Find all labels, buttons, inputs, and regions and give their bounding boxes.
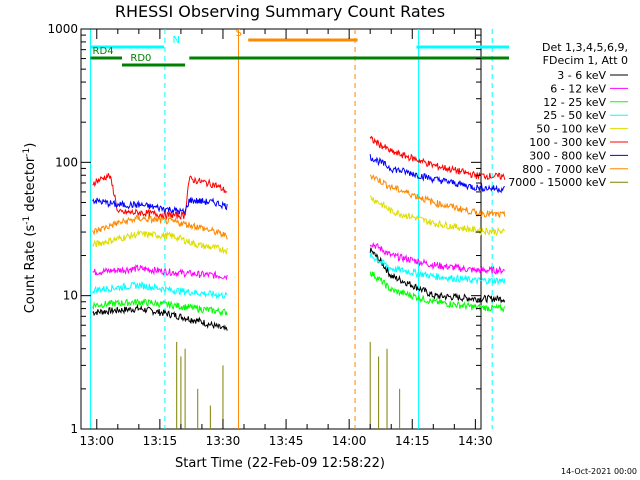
series-line-5-1 <box>369 135 506 181</box>
footer-date: 14-Oct-2021 00:00 <box>561 467 637 476</box>
x-axis-label: Start Time (22-Feb-09 12:58:22) <box>175 456 385 471</box>
series-line-1-0 <box>92 264 228 281</box>
legend-label-3: 25 - 50 keV <box>543 109 606 122</box>
x-tick-label-6: 14:30 <box>458 434 493 448</box>
legend-header-line-2: FDecim 1, Att 0 <box>543 54 628 67</box>
series-line-6-1 <box>369 154 505 194</box>
x-tick-label-1: 13:15 <box>143 434 178 448</box>
series-line-1-1 <box>369 241 506 275</box>
series-lines <box>92 135 506 429</box>
series-line-3-1 <box>369 252 506 286</box>
y-tick-label-2: 100 <box>55 155 78 169</box>
flag-label-3: RD0 <box>130 53 151 64</box>
series-line-5-0 <box>92 173 228 220</box>
chart-title: RHESSI Observing Summary Count Rates <box>115 2 445 21</box>
legend-header-line-1: Det 1,3,4,5,6,9, <box>542 41 628 54</box>
legend-label-1: 6 - 12 keV <box>550 82 606 95</box>
series-line-7-0 <box>92 214 228 240</box>
flag-label-0: N <box>172 35 179 46</box>
flag-label-2: S <box>236 28 242 39</box>
series-line-2-1 <box>369 271 506 313</box>
y-tick-label-3: 1000 <box>47 22 78 36</box>
legend-label-0: 3 - 6 keV <box>557 69 606 82</box>
legend-label-8: 7000 - 15000 keV <box>508 176 606 189</box>
series-line-4-0 <box>92 229 228 255</box>
x-tick-label-4: 14:00 <box>332 434 367 448</box>
y-axis-label: Count Rate (s-1 detector-1) <box>22 143 38 314</box>
series-line-0-1 <box>369 247 506 304</box>
series-line-6-0 <box>92 196 228 215</box>
series-line-7-1 <box>369 174 506 219</box>
x-tick-label-5: 14:15 <box>395 434 430 448</box>
x-tick-label-0: 13:00 <box>79 434 114 448</box>
y-tick-label-0: 1 <box>70 422 78 436</box>
legend-label-6: 300 - 800 keV <box>529 149 606 162</box>
legend-label-7: 800 - 7000 keV <box>522 163 606 176</box>
x-tick-label-2: 13:30 <box>206 434 241 448</box>
series-line-4-1 <box>369 195 505 237</box>
legend-label-2: 12 - 25 keV <box>543 96 606 109</box>
flag-label-4: RD4 <box>93 46 114 57</box>
legend-label-4: 50 - 100 keV <box>536 123 606 136</box>
x-axis: 13:00 13:15 13:30 13:45 14:00 14:15 14:30 <box>79 29 493 448</box>
series-line-3-0 <box>92 281 228 300</box>
series-line-2-0 <box>92 298 228 316</box>
flag-bars: N S RD0 RD4 <box>90 28 510 67</box>
legend-label-5: 100 - 300 keV <box>529 136 606 149</box>
vertical-markers <box>89 29 493 429</box>
plot-frame <box>80 28 482 430</box>
series-line-0-0 <box>92 303 228 331</box>
y-tick-label-1: 10 <box>63 289 78 303</box>
x-tick-label-3: 13:45 <box>269 434 304 448</box>
y-axis: 1 10 100 1000 <box>47 22 481 436</box>
legend: Det 1,3,4,5,6,9, FDecim 1, Att 0 3 - 6 k… <box>508 41 628 189</box>
